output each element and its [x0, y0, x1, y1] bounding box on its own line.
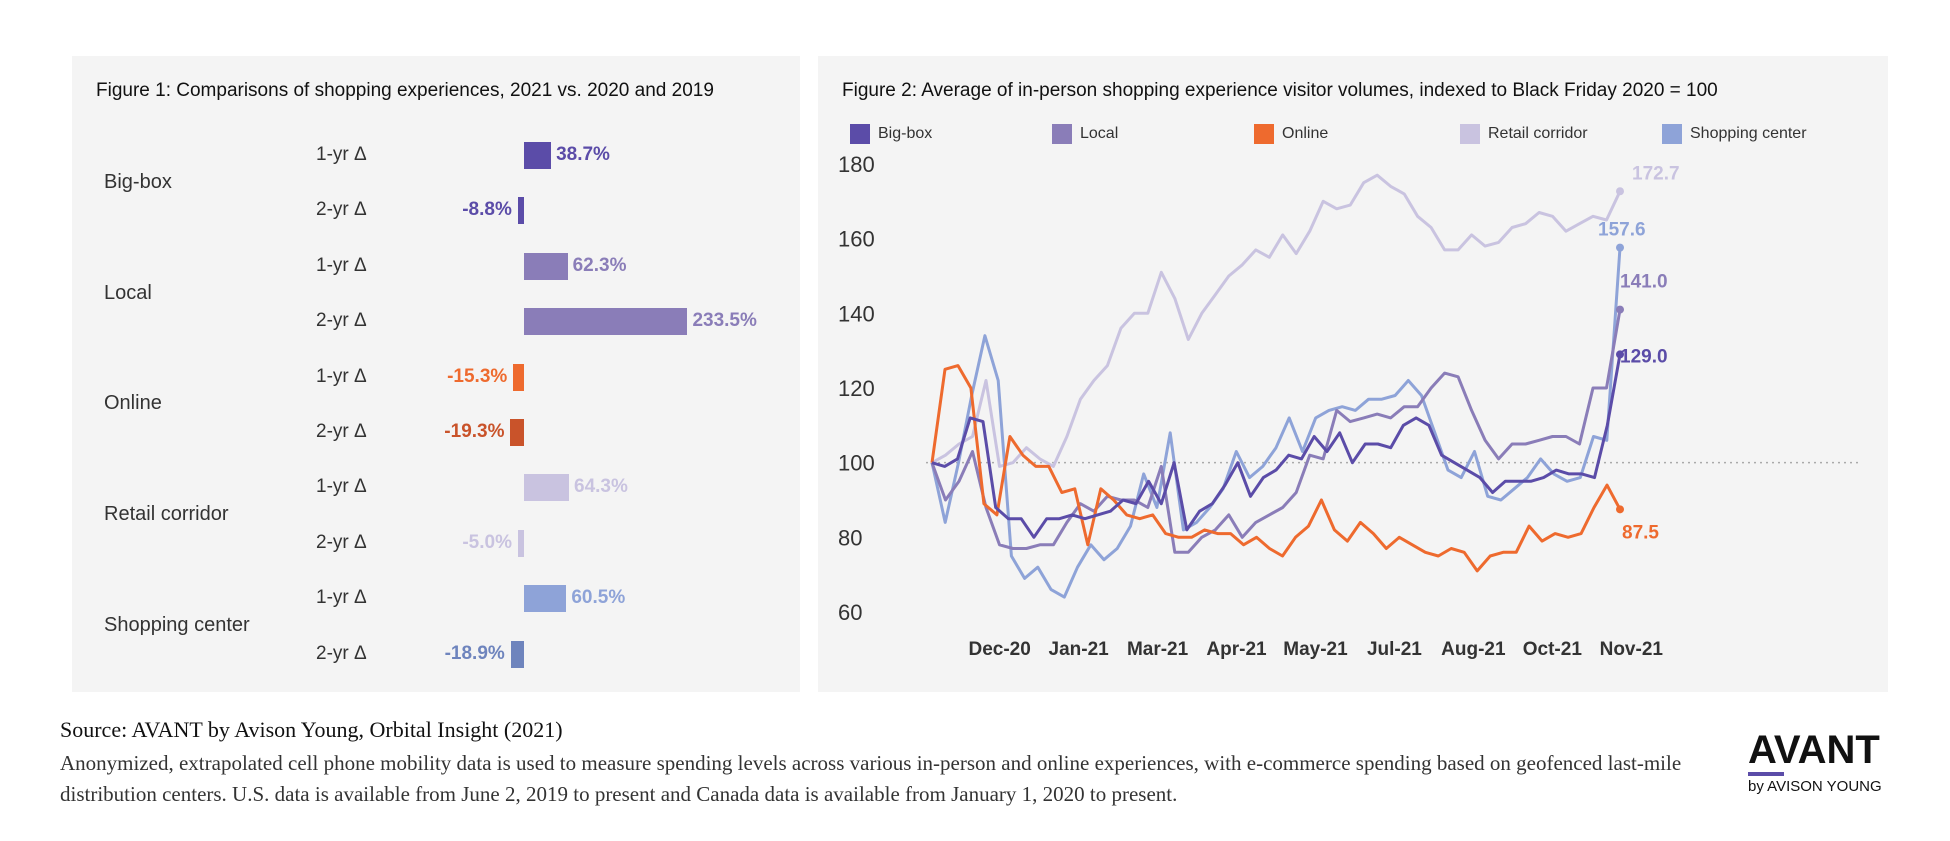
bar [524, 308, 688, 336]
legend-label: Retail corridor [1488, 125, 1588, 142]
bar [524, 142, 552, 169]
x-tick-label: Dec-20 [969, 639, 1031, 660]
series-end-point [1616, 187, 1624, 196]
bar [518, 529, 524, 557]
bar-value-label: -8.8% [462, 199, 512, 221]
legend-item: Online [1254, 124, 1328, 144]
legend-item: Shopping center [1662, 124, 1807, 144]
bar-value-label: 233.5% [692, 310, 757, 332]
period-label: 1-yr Δ [316, 254, 367, 276]
y-tick-label: 100 [838, 451, 875, 476]
series-end-label: 87.5 [1622, 522, 1659, 543]
bar [517, 197, 524, 225]
series-end-point [1616, 243, 1624, 252]
series-end-label: 172.7 [1632, 163, 1680, 184]
figure-2-title: Figure 2: Average of in-person shopping … [842, 80, 1718, 101]
bar-value-label: -5.0% [462, 531, 512, 553]
legend-label: Online [1282, 125, 1329, 142]
series-line-big-box [931, 354, 1622, 539]
bar-value-label: 60.5% [571, 587, 626, 609]
legend-label: Shopping center [1690, 125, 1807, 142]
x-tick-label: Nov-21 [1600, 639, 1664, 660]
legend-label: Big-box [878, 125, 933, 142]
y-tick-label: 60 [838, 600, 862, 625]
logo-underline [1748, 772, 1784, 776]
figure-1-title: Figure 1: Comparisons of shopping experi… [96, 80, 714, 101]
bar [510, 419, 524, 446]
legend-swatch [850, 124, 870, 144]
series-line-retail-corridor [931, 173, 1622, 468]
figure-2-line-chart: 60 80 100 120 140 160 180 Dec-20 Jan-21 Mar-21 Apr… [838, 152, 1858, 660]
category-label: Online [104, 392, 162, 415]
bar-value-label: 62.3% [572, 254, 627, 276]
y-tick-label: 140 [838, 301, 875, 326]
period-label: 2-yr Δ [316, 642, 367, 664]
x-tick-label: Mar-21 [1127, 639, 1189, 660]
y-tick-label: 120 [838, 376, 875, 401]
series-end-label: 129.0 [1620, 346, 1668, 367]
series-end-label: 141.0 [1620, 272, 1668, 293]
x-tick-label: Jul-21 [1367, 639, 1422, 660]
legend-swatch [1052, 124, 1072, 144]
category-label: Big-box [104, 170, 172, 193]
category-label: Local [104, 281, 152, 304]
series-end-label: 157.6 [1598, 220, 1646, 241]
period-label: 2-yr Δ [316, 310, 367, 332]
bar-value-label: -19.3% [444, 421, 505, 442]
legend-item: Local [1052, 124, 1118, 144]
period-label: 2-yr Δ [316, 531, 367, 553]
y-tick-label: 180 [838, 152, 875, 177]
x-tick-label: Aug-21 [1441, 639, 1506, 660]
series-end-point [1616, 305, 1624, 314]
period-label: 1-yr Δ [316, 365, 367, 387]
x-tick-label: May-21 [1283, 639, 1348, 660]
x-tick-label: Apr-21 [1206, 639, 1267, 660]
bar [524, 585, 567, 613]
period-label: 2-yr Δ [316, 199, 367, 221]
methodology-note: Anonymized, extrapolated cell phone mobi… [60, 751, 1682, 806]
figure-2-panel: Figure 2: Average of in-person shopping … [818, 56, 1888, 692]
source-text: Source: AVANT by Avison Young, Orbital I… [60, 717, 563, 742]
bar [510, 640, 524, 668]
logo-subtext: by AVISON YOUNG [1748, 778, 1882, 795]
bar-value-label: 64.3% [574, 476, 628, 498]
y-tick-label: 80 [838, 525, 862, 550]
legend-swatch [1254, 124, 1274, 144]
category-label: Shopping center [104, 613, 250, 636]
bar-value-label: 38.7% [556, 144, 610, 165]
legend-label: Local [1080, 125, 1119, 142]
bar [513, 363, 524, 391]
period-label: 1-yr Δ [316, 476, 367, 498]
bar-value-label: -15.3% [447, 365, 508, 387]
period-label: 1-yr Δ [316, 587, 367, 609]
x-tick-label: Jan-21 [1049, 639, 1110, 660]
legend-item: Retail corridor [1460, 124, 1588, 144]
legend-swatch [1460, 124, 1480, 144]
series-end-point [1616, 350, 1624, 359]
series-line-shopping-center [930, 247, 1622, 599]
series-end-point [1616, 505, 1624, 514]
period-label: 1-yr Δ [316, 144, 367, 165]
x-tick-label: Oct-21 [1523, 639, 1583, 660]
figure-1-panel: Figure 1: Comparisons of shopping experi… [72, 56, 800, 692]
category-label: Retail corridor [104, 503, 229, 526]
bar [524, 252, 568, 280]
legend-item: Big-box [850, 124, 932, 144]
avant-logo: AVANT by AVISON YOUNG [1748, 730, 1882, 795]
logo-wordmark: AVANT [1748, 728, 1880, 772]
bar-value-label: -18.9% [444, 642, 505, 664]
y-tick-label: 160 [838, 227, 875, 252]
bar [524, 474, 569, 502]
period-label: 2-yr Δ [316, 421, 367, 442]
series-line-local [930, 309, 1622, 554]
legend-swatch [1662, 124, 1682, 144]
series-line-online [930, 364, 1622, 573]
